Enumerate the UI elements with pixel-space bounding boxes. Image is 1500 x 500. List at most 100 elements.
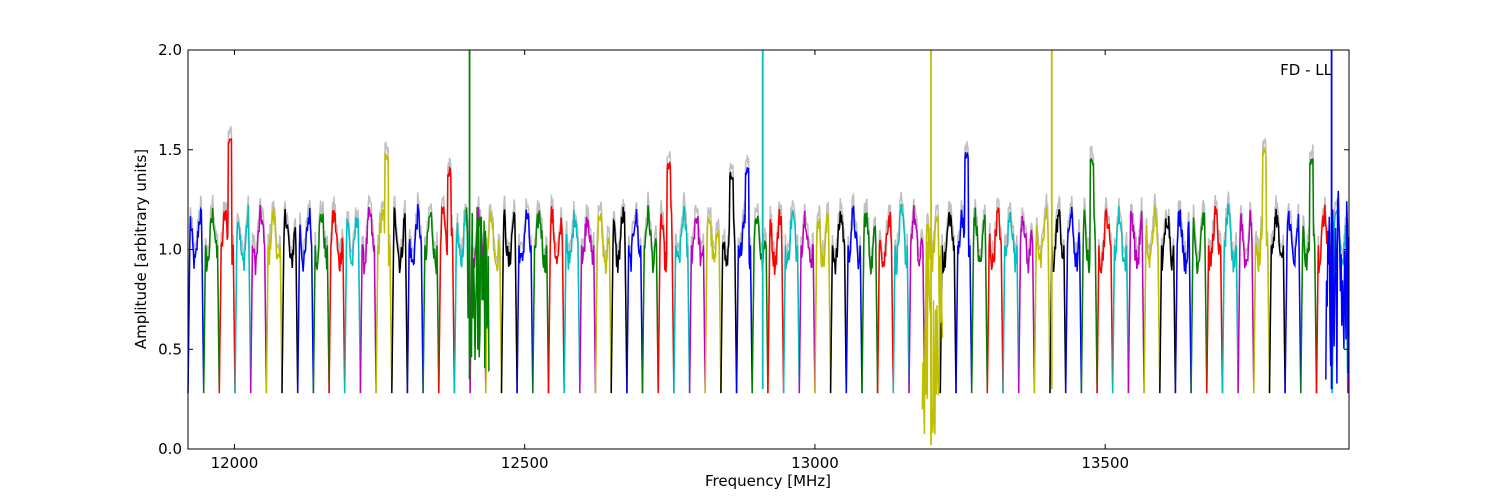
background-line [720,162,738,386]
y-tick-label: 0.5 [158,340,182,358]
x-tick-label: 12500 [501,454,549,472]
channel-line [187,206,205,394]
channel-line [202,207,221,394]
x-tick-label: 13000 [791,454,839,472]
channel-line [249,204,268,394]
background-line [798,203,816,387]
channel-line [610,206,628,394]
channel-line [908,204,926,394]
background-line [767,201,785,387]
background-line [814,201,832,380]
channel-line [735,167,753,394]
y-tick-label: 0.0 [158,440,182,458]
y-tick-label: 1.5 [158,141,182,159]
background-line [955,141,973,386]
channel-line [767,209,785,394]
x-tick-label: 12000 [211,454,259,472]
channel-line [532,210,550,394]
channel-line [970,207,989,394]
channel-line [1064,206,1083,394]
channel-line [861,212,879,394]
background-line [641,191,659,384]
channel-line [1111,206,1130,394]
channel-line [751,215,769,394]
background-line [406,192,424,387]
channel-line [1096,207,1114,394]
background-line [892,191,910,382]
channel-line [657,161,675,394]
channel-line [986,206,1004,394]
channel-line [422,211,440,394]
channel-line [845,205,863,394]
background-line [249,198,268,388]
channel-line [626,208,644,394]
background-line [187,195,205,383]
channel-line [1268,208,1286,394]
background-line [438,157,456,386]
channel-line [359,206,377,394]
channel-line [594,212,612,394]
background-line [579,204,597,385]
background-line [1127,197,1145,385]
background-line [986,196,1004,387]
plot-annotation: FD - LL [1280,61,1332,79]
y-tick-label: 1.0 [158,241,182,259]
background-line [563,201,581,386]
background-line [1284,203,1302,386]
background-line [1033,193,1051,385]
channel-line [720,171,738,394]
channel-line [1221,203,1239,394]
channel-line [923,215,942,394]
background-line [265,200,283,381]
background-line [610,199,628,386]
channel-line [704,215,722,394]
channel-line [516,209,534,394]
channel-line [375,152,393,394]
channel-series [187,138,1350,394]
channel-line [1049,209,1067,394]
background-line [1237,201,1255,385]
noise-band [1325,190,1350,384]
channel-line [782,210,801,394]
channel-line [688,216,706,394]
channel-line [218,138,236,394]
channel-line [281,208,299,394]
background-line [970,199,989,385]
background-line [688,204,706,385]
background-line [1253,138,1271,387]
channel-line [547,206,565,394]
channel-line [1237,209,1255,394]
channel-line [641,205,659,394]
channel-line [1174,209,1192,394]
channel-line [265,207,283,394]
channel-line [1127,210,1145,394]
channel-line [579,216,597,394]
background-line [673,192,691,382]
background-line [1190,199,1208,383]
channel-line [892,204,910,394]
channel-line [500,209,518,394]
channel-line [673,205,691,394]
channel-line [234,204,252,394]
x-tick-label: 13500 [1081,454,1129,472]
channel-line [876,211,895,394]
channel-line [939,211,957,394]
channel-line [829,211,848,394]
background-line [704,207,722,386]
background-line [500,195,518,383]
y-axis-label: Amplitude [arbitrary units] [132,149,150,349]
channel-line [955,151,973,394]
channel-line [1300,158,1318,394]
x-axis-label: Frequency [MHz] [705,472,831,490]
channel-line [1190,212,1208,394]
channel-line [1033,206,1051,394]
channel-line [343,217,362,394]
channel-line [406,204,424,394]
background-line [1300,144,1318,384]
channel-line [328,210,346,394]
background-line [908,198,926,385]
axis-ticks: 12000 12500 13000 13500 0.0 0.5 1.0 1.5 2.0 [158,41,1349,472]
channel-line [814,212,832,394]
channel-line [1253,146,1271,394]
